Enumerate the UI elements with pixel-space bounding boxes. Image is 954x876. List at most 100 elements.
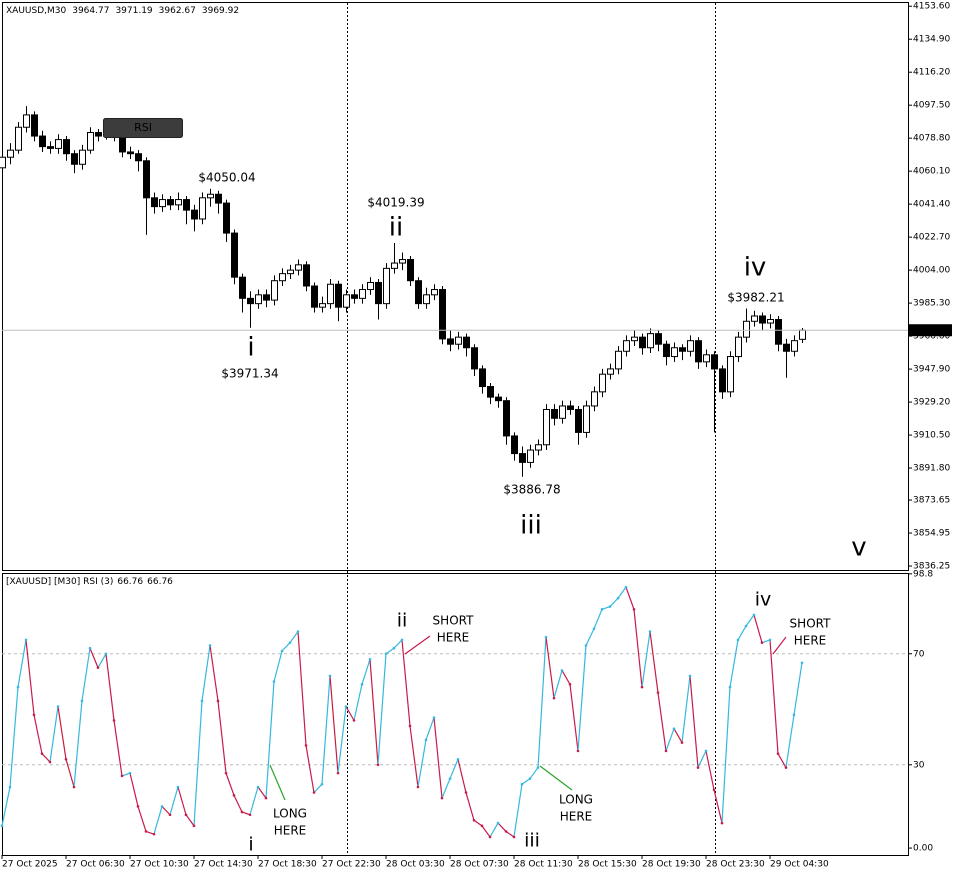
y-tick-label: 4041.40: [913, 200, 950, 210]
candle-body: [527, 449, 534, 463]
rsi-segment: [145, 830, 155, 835]
candle-body: [463, 336, 470, 349]
rsi-header: [XAUUSD] [M30] RSI (3) 66.76 66.76: [6, 577, 173, 587]
rsi-value: 66.76: [147, 577, 173, 587]
rsi-point: [632, 608, 636, 611]
x-tick-label: 27 Oct 22:30: [322, 860, 381, 870]
candle-body: [247, 297, 254, 305]
rsi-point: [528, 777, 532, 780]
rsi-segment: [625, 586, 635, 610]
rsi-segment: [321, 675, 331, 785]
candle-body: [167, 199, 174, 206]
rsi-point: [600, 608, 604, 611]
header-high: 3971.19: [115, 6, 152, 16]
candle-body: [223, 202, 230, 234]
rsi-point: [96, 666, 100, 669]
y-tick-label: 3910.50: [913, 431, 950, 441]
candle-body: [687, 340, 694, 352]
note-text: LONG: [559, 793, 593, 807]
y-tick-label: 4022.70: [913, 233, 950, 243]
rsi-segment: [1, 786, 11, 826]
rsi-point: [640, 685, 644, 689]
rsi-point: [232, 794, 236, 797]
rsi-point: [800, 661, 804, 665]
x-tick-label: 27 Oct 14:30: [194, 860, 253, 870]
candle-body: [743, 320, 750, 338]
note-text: HERE: [794, 634, 827, 648]
candle-body: [199, 197, 206, 220]
note-text: HERE: [560, 810, 593, 824]
rsi-point: [152, 832, 156, 836]
rsi-point: [664, 749, 668, 753]
header-low: 3962.67: [159, 6, 196, 16]
rsi-segment: [129, 772, 139, 807]
rsi-point: [296, 630, 300, 633]
note-text: LONG: [273, 807, 307, 821]
y-tick-label: 70: [913, 649, 925, 659]
rsi-segment: [313, 783, 323, 793]
rsi-point: [312, 791, 316, 794]
candle-body: [375, 281, 382, 305]
note-pointer: [269, 764, 286, 801]
y-tick-label: 3947.90: [913, 365, 950, 375]
rsi-segment: [745, 614, 755, 627]
rsi-point: [240, 810, 244, 814]
rsi-segment: [369, 659, 379, 765]
y-tick-label: 4060.10: [913, 167, 950, 177]
rsi-segment: [537, 637, 547, 768]
rsi-point: [360, 683, 364, 686]
candle-body: [655, 333, 662, 345]
header-open: 3964.77: [72, 6, 109, 16]
rsi-segment: [81, 648, 91, 702]
rsi-segment: [553, 670, 563, 699]
rsi-segment: [489, 822, 499, 838]
rsi-segment: [689, 675, 699, 768]
candle-body: [543, 408, 550, 446]
rsi-segment: [457, 759, 467, 793]
candle-body: [271, 280, 278, 301]
candle-body: [487, 386, 494, 398]
rsi-value: 66.76: [117, 577, 143, 587]
rsi-segment: [361, 659, 371, 685]
rsi-segment: [497, 822, 507, 832]
rsi-point: [104, 652, 108, 656]
rsi-segment: [601, 606, 611, 610]
rsi-segment: [641, 631, 651, 688]
rsi-wave-label: iv: [755, 589, 772, 611]
candle-body: [615, 350, 622, 370]
candle-body: [255, 294, 262, 305]
candle-body: [383, 267, 390, 305]
candle-body: [119, 135, 126, 153]
rsi-point: [16, 685, 20, 689]
rsi-point: [736, 638, 740, 642]
note-pointer: [772, 636, 787, 655]
y-tick-label: 4004.00: [913, 266, 950, 276]
rsi-segment: [777, 753, 787, 768]
candle-body: [575, 408, 582, 433]
candle-body: [207, 193, 214, 199]
rsi-segment: [385, 647, 395, 655]
rsi-point: [184, 813, 188, 817]
rsi-segment: [561, 670, 571, 685]
rsi-segment: [649, 631, 659, 693]
rsi-point: [144, 830, 148, 833]
rsi-point: [264, 796, 268, 800]
candle-body: [495, 396, 502, 402]
rsi-segment: [217, 700, 227, 774]
rsi-segment: [177, 786, 187, 815]
rsi-segment: [89, 647, 99, 668]
candle-body: [71, 153, 78, 165]
rsi-point: [616, 596, 620, 600]
rsi-segment: [705, 750, 715, 790]
note-pointer: [539, 765, 573, 791]
rsi-point: [728, 685, 732, 689]
candle-body: [47, 146, 54, 149]
candle-body: [607, 368, 614, 375]
rsi-point: [384, 652, 388, 656]
candle-body: [439, 289, 446, 340]
rsi-segment: [465, 792, 475, 821]
candle-body: [535, 444, 542, 451]
rsi-point: [560, 669, 564, 672]
